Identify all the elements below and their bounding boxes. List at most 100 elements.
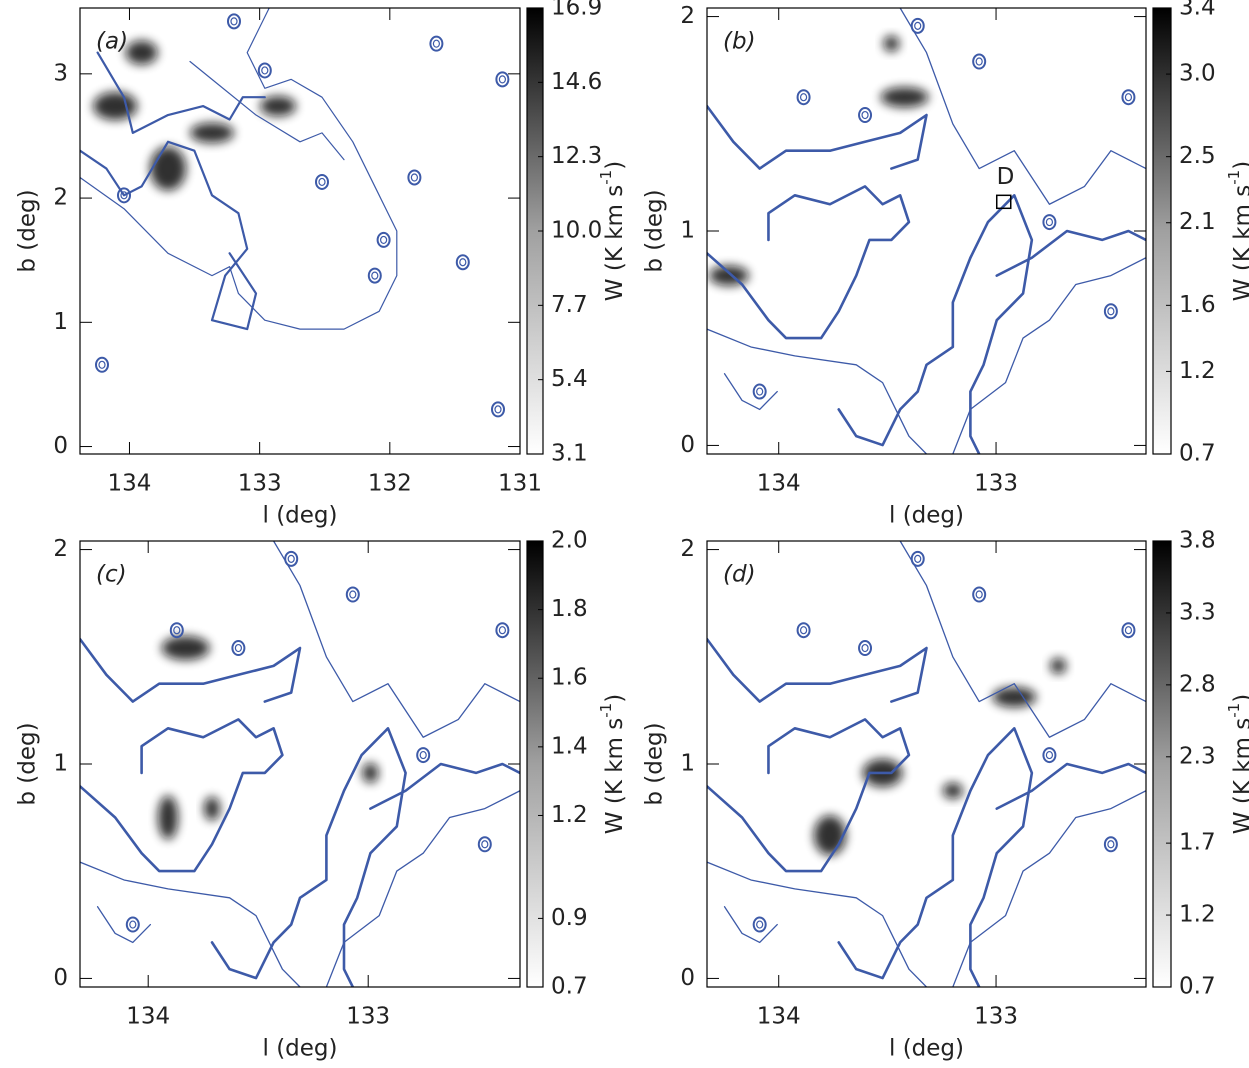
source-contour (861, 643, 869, 653)
source-contour (799, 626, 808, 635)
contour (96, 906, 152, 944)
colorbar-label-sup: -1 (597, 703, 615, 718)
emission (362, 762, 379, 783)
contour (707, 185, 911, 340)
emission (190, 122, 234, 143)
x-axis-label: l (deg) (889, 503, 964, 529)
source-contour (752, 383, 767, 400)
colorbar-tick-label: 2.0 (551, 528, 588, 554)
annotation-box (995, 194, 1012, 210)
contour (210, 727, 407, 987)
y-axis-label: b (deg) (642, 189, 668, 272)
annotation: D (997, 164, 1015, 190)
colorbar-label-text: W (K km s (602, 185, 628, 301)
plot-area (80, 8, 510, 418)
source-contour (498, 75, 506, 84)
source-contour (494, 405, 502, 414)
emission (880, 87, 929, 108)
emission (260, 96, 296, 117)
colorbar-tick-label: 2.1 (1179, 209, 1216, 235)
colorbar-tick-label: 0.7 (551, 974, 588, 1000)
plot-frame (79, 7, 521, 455)
colorbar-tick-label: 1.6 (551, 665, 588, 691)
source-contour (371, 271, 379, 280)
emission (992, 687, 1037, 708)
source-contour (752, 916, 767, 933)
x-tick-label: 133 (346, 1004, 390, 1030)
source-contour (410, 173, 418, 182)
contour (80, 718, 284, 873)
panel-label: (b) (723, 29, 756, 55)
contour (80, 8, 398, 330)
source-contour (914, 21, 922, 30)
colorbar (1152, 7, 1172, 455)
source-contour (231, 640, 246, 657)
source-contour (1124, 626, 1133, 635)
source-contour (1121, 622, 1136, 639)
colorbar-tick-label: 10.0 (551, 218, 602, 244)
source-contour (498, 626, 506, 635)
source-contour (1103, 836, 1118, 853)
y-axis-label: b (deg) (642, 722, 668, 805)
source-contour (477, 836, 492, 853)
contour (96, 51, 266, 134)
source-contour (315, 173, 329, 190)
colorbar-label-text: W (K km s (1230, 185, 1249, 301)
emission (1050, 657, 1067, 674)
emission (942, 782, 963, 799)
colorbar-tick-label: 0.7 (1179, 974, 1216, 1000)
source-contour (1042, 747, 1057, 764)
emission (158, 795, 178, 840)
source-contour (120, 191, 128, 200)
source-contour (914, 554, 922, 563)
panel: 134 133 0 1 2 l (deg) b (deg) (c) 0.7 0.9 1.2 1.4 1.… (15, 528, 628, 1062)
source-contour (1045, 750, 1054, 760)
source-contour (367, 267, 382, 284)
x-tick-label: 133 (238, 471, 282, 497)
y-tick-label: 2 (680, 3, 695, 29)
source-contour (1107, 840, 1115, 849)
source-contour (95, 356, 109, 373)
source-contour (376, 231, 391, 248)
colorbar-tick-label: 5.4 (551, 366, 588, 392)
source-contour (858, 640, 873, 657)
colorbar-tick-label: 1.8 (551, 596, 588, 622)
source-contour (318, 177, 326, 187)
source-contour (117, 187, 131, 204)
plot-frame (79, 540, 521, 988)
contour (272, 541, 520, 738)
y-tick-label: 1 (53, 309, 68, 335)
colorbar-label-text: W (K km s (602, 718, 628, 834)
source-contour (169, 622, 184, 639)
source-contour (173, 626, 181, 635)
colorbar-label: W (K km s-1) (1225, 694, 1249, 834)
colorbar-tick-label: 14.6 (551, 69, 602, 95)
colorbar-label: W (K km s-1) (1225, 161, 1249, 301)
emission (883, 35, 900, 52)
contour (80, 861, 301, 987)
source-contour (799, 93, 808, 102)
y-tick-label: 0 (680, 965, 695, 991)
y-tick-label: 2 (680, 536, 695, 562)
source-contour (1124, 93, 1133, 102)
source-contour (796, 89, 811, 106)
colorbar-label-sup: -1 (1225, 170, 1243, 185)
colorbar-tick-label: 3.8 (1179, 528, 1216, 554)
x-tick-label: 134 (757, 471, 801, 497)
emission (150, 146, 186, 191)
y-axis-label: b (deg) (15, 722, 41, 805)
colorbar-tick-label: 1.7 (1179, 830, 1216, 856)
x-axis-label: l (deg) (263, 1036, 338, 1062)
colorbar-tick-label: 3.0 (1179, 61, 1216, 87)
plot-area (707, 541, 1146, 987)
emission (813, 815, 846, 856)
emission (708, 265, 749, 286)
colorbar-label-text: W (K km s (1230, 718, 1249, 834)
colorbar-label: W (K km s-1) (597, 161, 628, 301)
source-contour (910, 550, 925, 567)
colorbar-tick-label: 1.4 (551, 733, 588, 759)
contour (707, 328, 928, 454)
plot-frame (706, 7, 1147, 455)
contour (995, 229, 1146, 277)
colorbar-tick-label: 12.3 (551, 143, 602, 169)
